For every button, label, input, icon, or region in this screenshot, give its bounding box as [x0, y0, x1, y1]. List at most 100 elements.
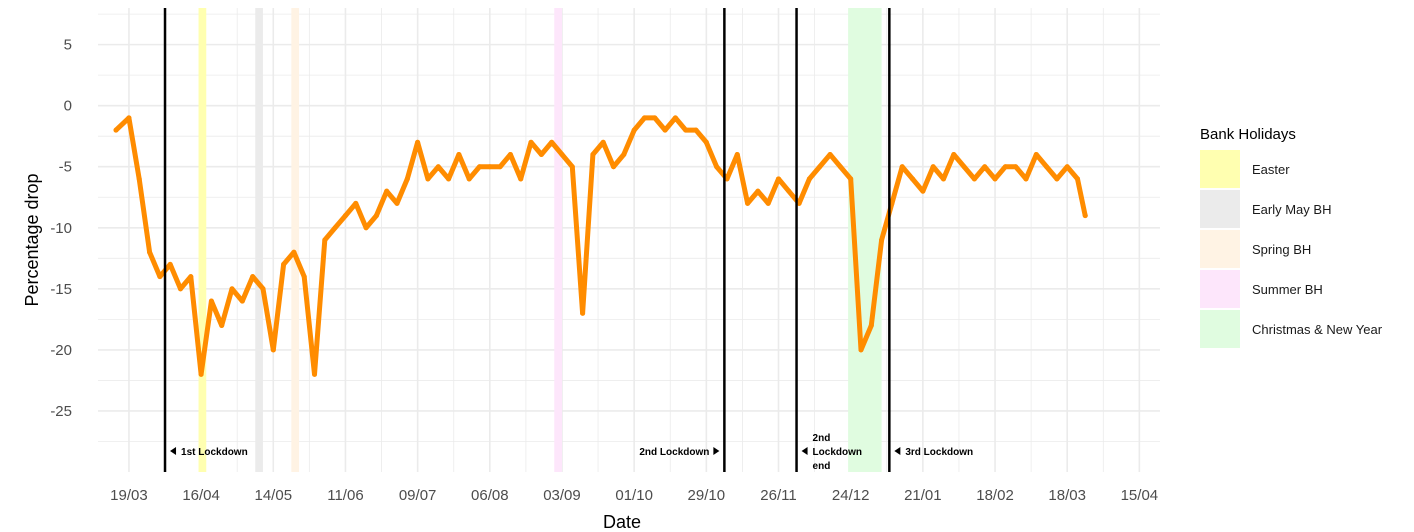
annotation-arrow: [801, 447, 808, 455]
data-point: [837, 164, 843, 170]
bank-holiday-band: [198, 8, 207, 472]
x-tick-label: 26/11: [760, 487, 796, 504]
data-point: [549, 139, 555, 145]
x-tick-label: 18/02: [976, 487, 1014, 504]
data-point: [394, 200, 400, 206]
data-point: [373, 213, 379, 219]
data-point: [1082, 213, 1088, 219]
data-point: [250, 274, 256, 280]
annotation-arrow: [894, 447, 901, 455]
data-point: [229, 286, 235, 292]
lockdown-annotation: Lockdown: [813, 447, 862, 458]
data-point: [322, 237, 328, 243]
data-point: [538, 152, 544, 158]
data-point: [930, 164, 936, 170]
data-point: [332, 225, 338, 231]
data-point: [951, 152, 957, 158]
data-point: [961, 164, 967, 170]
data-point: [672, 115, 678, 121]
data-point: [868, 322, 874, 328]
y-axis-ticks: 5 0 -5 -10 -15 -20 -25: [50, 37, 72, 420]
data-point: [590, 152, 596, 158]
data-point: [703, 139, 709, 145]
x-tick-label: 21/01: [904, 487, 942, 504]
x-tick-label: 24/12: [832, 487, 870, 504]
data-point: [301, 274, 307, 280]
data-point: [776, 176, 782, 182]
data-point: [734, 152, 740, 158]
data-point: [724, 176, 730, 182]
data-point: [1044, 164, 1050, 170]
legend-item: Summer BH: [1200, 269, 1382, 309]
data-point: [971, 176, 977, 182]
y-tick-label: 5: [64, 37, 72, 54]
data-point: [848, 176, 854, 182]
data-point: [198, 371, 204, 377]
legend-swatch: [1200, 190, 1240, 228]
legend-swatch: [1200, 310, 1240, 348]
legend: Bank Holidays Easter Early May BH Spring B…: [1200, 126, 1382, 349]
data-point: [497, 164, 503, 170]
data-point: [507, 152, 513, 158]
legend-label: Summer BH: [1252, 281, 1323, 297]
data-point: [806, 176, 812, 182]
x-tick-label: 03/09: [543, 487, 581, 504]
lockdown-annotation: 2nd Lockdown: [639, 447, 709, 458]
data-point: [889, 200, 895, 206]
data-point: [1033, 152, 1039, 158]
y-tick-label: 0: [64, 98, 72, 115]
legend-label: Christmas & New Year: [1252, 321, 1383, 337]
data-point: [208, 298, 214, 304]
data-point: [312, 371, 318, 377]
data-point: [270, 347, 276, 353]
x-tick-label: 09/07: [399, 487, 437, 504]
data-point: [1013, 164, 1019, 170]
legend-item: Early May BH: [1200, 189, 1382, 229]
data-point: [260, 286, 266, 292]
bank-holiday-band: [291, 8, 300, 472]
legend-item: Spring BH: [1200, 229, 1382, 269]
annotation-arrow: [170, 447, 177, 455]
lockdown-annotation: 1st Lockdown: [181, 447, 248, 458]
lockdown-annotation: 2nd: [813, 433, 831, 444]
legend-swatch: [1200, 150, 1240, 188]
data-point: [167, 261, 173, 267]
x-axis-title: Date: [603, 512, 641, 532]
data-point: [827, 152, 833, 158]
legend-item: Christmas & New Year: [1200, 309, 1382, 349]
data-point: [910, 176, 916, 182]
data-point: [745, 200, 751, 206]
data-point: [466, 176, 472, 182]
data-point: [113, 127, 119, 133]
data-point: [487, 164, 493, 170]
data-point: [126, 115, 132, 121]
data-point: [353, 200, 359, 206]
data-point: [755, 188, 761, 194]
lockdown-annotation: end: [813, 461, 831, 472]
data-point: [559, 152, 565, 158]
data-point: [1002, 164, 1008, 170]
x-tick-label: 29/10: [688, 487, 726, 504]
x-axis-ticks: 19/03 16/04 14/05 11/06 09/07 06/08 03/09 01/10…: [110, 487, 1158, 504]
bank-holiday-band: [554, 8, 562, 472]
y-axis-title: Percentage drop: [22, 173, 42, 306]
data-point: [476, 164, 482, 170]
data-point: [446, 176, 452, 182]
data-point: [342, 213, 348, 219]
data-point: [404, 176, 410, 182]
data-point: [600, 139, 606, 145]
data-point: [1054, 176, 1060, 182]
legend-items: Easter Early May BH Spring BH Summer BH Chri…: [1200, 149, 1382, 349]
data-point: [239, 298, 245, 304]
annotation-arrow: [713, 447, 720, 455]
data-point: [992, 176, 998, 182]
data-point: [219, 322, 225, 328]
legend-label: Easter: [1252, 161, 1290, 177]
data-point: [528, 139, 534, 145]
legend-label: Spring BH: [1252, 241, 1312, 257]
legend-label: Early May BH: [1252, 201, 1332, 217]
x-tick-label: 14/05: [255, 487, 293, 504]
data-point: [631, 127, 637, 133]
data-point: [157, 274, 163, 280]
